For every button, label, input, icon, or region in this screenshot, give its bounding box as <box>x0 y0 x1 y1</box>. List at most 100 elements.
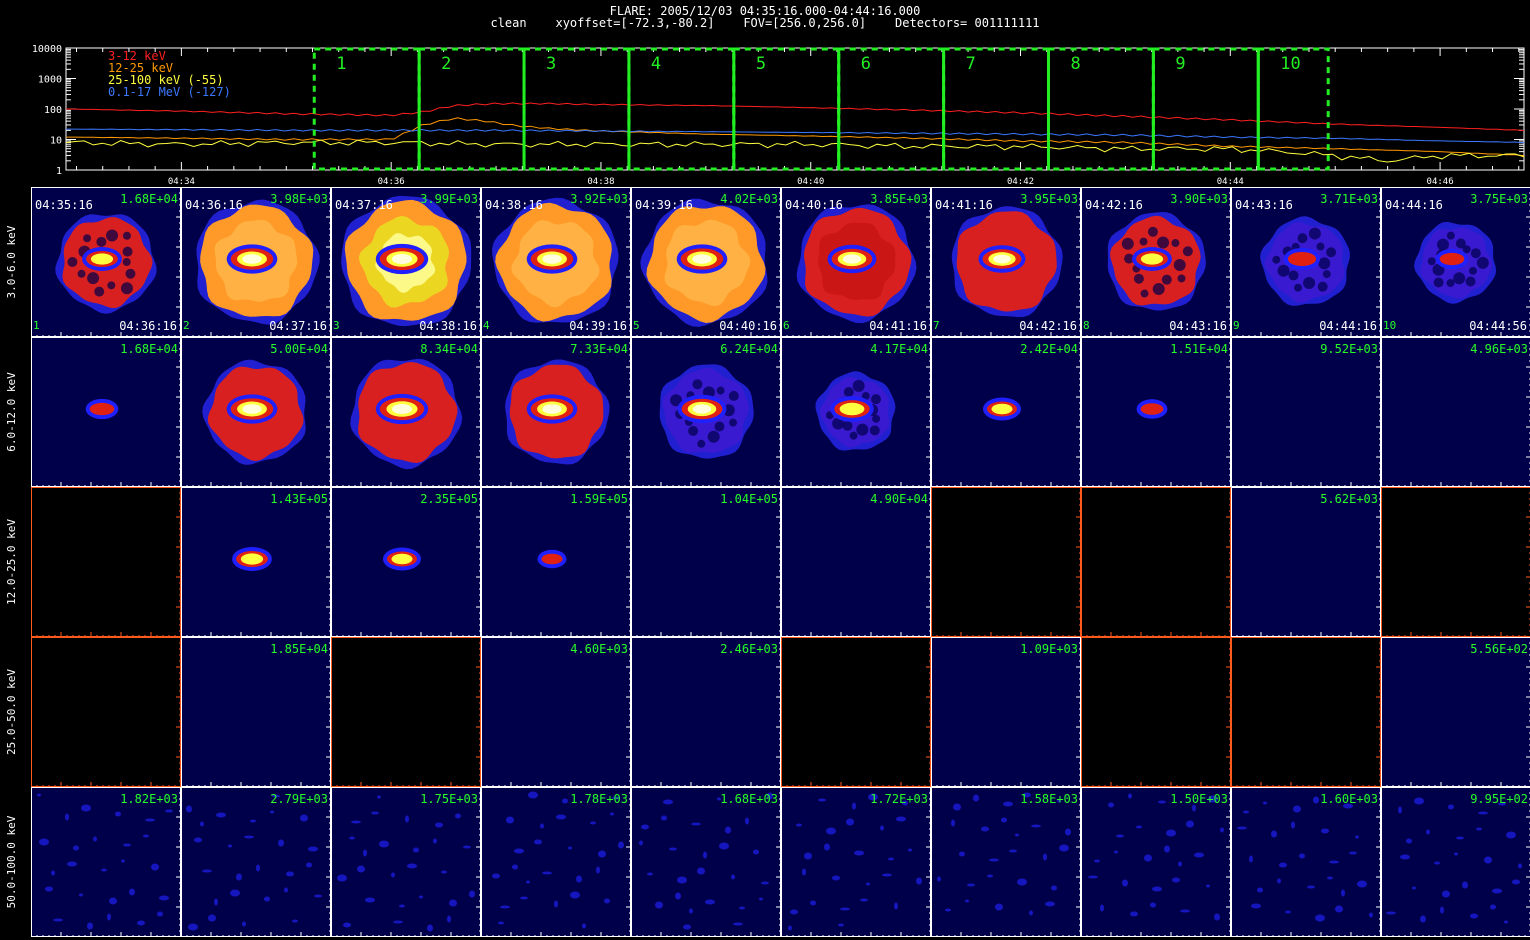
image-cell <box>781 637 931 787</box>
flare-source-peak <box>692 254 712 264</box>
flare-source-peak <box>542 254 562 264</box>
noise-speckle <box>1462 881 1468 889</box>
image-map <box>186 642 331 787</box>
noise-speckle <box>1291 821 1295 829</box>
noise-speckle <box>1194 852 1204 858</box>
image-map <box>36 192 181 337</box>
noise-speckle <box>292 919 298 923</box>
image-map <box>1086 792 1231 937</box>
image-cell: 4.90E+04 <box>781 487 931 637</box>
image-cell: 7.33E+04 <box>481 337 631 487</box>
halo-gap <box>120 282 133 295</box>
noise-speckle <box>1492 888 1502 894</box>
halo-gap <box>1140 289 1149 298</box>
halo-gap <box>1173 258 1186 271</box>
interval-index-label: 4 <box>483 319 490 332</box>
noise-speckle <box>159 895 169 901</box>
noise-speckle <box>639 840 643 846</box>
image-map <box>936 492 1081 637</box>
peak-value-label: 2.35E+05 <box>420 492 478 506</box>
noise-speckle <box>1277 878 1281 884</box>
noise-speckle <box>115 811 121 817</box>
noise-speckle <box>1512 879 1520 885</box>
image-cell: 4.60E+03 <box>481 637 631 787</box>
noise-speckle <box>51 870 55 876</box>
noise-speckle <box>306 862 312 868</box>
peak-value-label: 1.75E+03 <box>420 792 478 806</box>
noise-speckle <box>1017 878 1027 886</box>
flare-source-peak <box>993 254 1011 264</box>
noise-speckle <box>582 923 586 929</box>
noise-speckle <box>1051 885 1057 891</box>
interval-start-time: 04:35:16 <box>35 198 93 212</box>
flare-source-core <box>991 403 1013 415</box>
series-line-3 <box>65 139 1525 163</box>
image-map <box>186 342 331 487</box>
interval-start-time: 04:37:16 <box>335 198 393 212</box>
interval-start-time: 04:40:16 <box>785 198 843 212</box>
image-map <box>336 192 481 337</box>
halo-gap <box>1465 276 1476 287</box>
noise-speckle <box>53 918 63 922</box>
noise-speckle <box>683 924 691 930</box>
flare-source-peak <box>242 254 262 264</box>
noise-speckle <box>157 911 163 917</box>
image-map <box>786 342 931 487</box>
noise-speckle <box>1386 911 1396 915</box>
image-map <box>336 642 481 787</box>
interval-index-label: 3 <box>333 319 340 332</box>
halo-gap <box>1470 248 1481 259</box>
halo-gap <box>842 420 853 431</box>
peak-value-label: 2.42E+04 <box>1020 342 1078 356</box>
peak-value-label: 4.90E+04 <box>870 492 928 506</box>
noise-speckle <box>379 840 389 848</box>
peak-value-label: 1.60E+03 <box>1320 792 1378 806</box>
image-cell: 3.92E+03 04:38:16 04:39:16 4 <box>481 187 631 337</box>
image-map <box>1386 642 1530 787</box>
image-cell: 4.02E+03 04:39:16 04:40:16 5 <box>631 187 781 337</box>
noise-speckle <box>1484 856 1492 864</box>
noise-speckle <box>866 882 870 886</box>
noise-speckle <box>1329 860 1339 864</box>
image-cell: 4.96E+03 <box>1381 337 1530 487</box>
halo-gap <box>1427 257 1436 266</box>
noise-speckle <box>987 874 993 878</box>
image-cell: 1.78E+03 <box>481 787 631 937</box>
energy-band-label: 6.0-12.0 keV <box>5 372 18 452</box>
image-cell: 1.59E+05 <box>481 487 631 637</box>
noise-speckle <box>202 869 212 873</box>
peak-value-label: 4.02E+03 <box>720 192 778 206</box>
image-cell: 1.51E+04 <box>1081 337 1231 487</box>
noise-speckle <box>1116 834 1124 838</box>
noise-speckle <box>520 896 528 900</box>
interval-label: 8 <box>1070 54 1080 74</box>
noise-speckle <box>675 892 681 900</box>
noise-speckle <box>463 845 471 849</box>
peak-value-label: 1.68E+03 <box>720 792 778 806</box>
flare-source-peak <box>392 404 412 414</box>
noise-speckle <box>1031 824 1041 828</box>
halo-gap <box>869 425 880 436</box>
peak-value-label: 4.17E+04 <box>870 342 928 356</box>
image-map <box>1086 192 1231 337</box>
noise-speckle <box>902 800 908 806</box>
flare-source-core <box>240 553 264 565</box>
image-map <box>36 342 181 487</box>
noise-speckle <box>1349 851 1357 855</box>
noise-speckle <box>228 844 232 848</box>
halo-gap <box>697 439 706 448</box>
noise-speckle <box>256 864 260 872</box>
x-tick-label: 04:40 <box>797 177 824 186</box>
peak-value-label: 3.75E+03 <box>1470 192 1528 206</box>
halo-gap <box>94 286 105 297</box>
interval-box-5 <box>732 47 841 171</box>
noise-speckle <box>894 902 898 910</box>
noise-speckle <box>45 886 53 892</box>
interval-end-time: 04:40:16 <box>719 319 777 333</box>
halo-gap <box>1433 277 1444 288</box>
noise-speckle <box>37 793 41 797</box>
interval-start-time: 04:43:16 <box>1235 198 1293 212</box>
halo-gap <box>1293 283 1302 292</box>
flare-source <box>1287 251 1317 267</box>
noise-speckle <box>165 809 173 813</box>
